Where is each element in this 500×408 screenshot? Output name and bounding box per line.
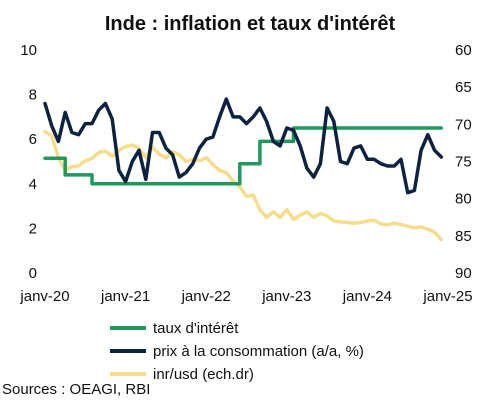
series-line-rate — [43, 126, 444, 186]
y-right-tick-label: 70 — [455, 116, 472, 133]
x-tick-label: janv-24 — [342, 288, 392, 305]
y-left-tick-label: 6 — [29, 131, 37, 148]
legend-label-rate: taux d'intérêt — [153, 320, 239, 337]
source-note: Sources : OEAGI, RBI — [2, 381, 151, 398]
y-left-tick-label: 4 — [29, 176, 37, 193]
x-tick-label: janv-25 — [422, 288, 472, 305]
y-left-tick-label: 2 — [29, 220, 37, 237]
x-tick-label: janv-23 — [261, 288, 311, 305]
y-left-tick-label: 0 — [29, 265, 37, 282]
legend-label-cpi: prix à la consommation (a/a, %) — [153, 343, 364, 360]
y-right-tick-label: 85 — [455, 228, 472, 245]
series-line-cpi — [43, 97, 444, 195]
y-right-tick-label: 60 — [455, 42, 472, 59]
y-left-tick-label: 8 — [29, 87, 37, 104]
x-tick-label: janv-21 — [100, 288, 150, 305]
y-right-tick-label: 80 — [455, 191, 472, 208]
y-left-tick-label: 10 — [20, 42, 37, 59]
y-right-tick-label: 75 — [455, 154, 472, 171]
x-tick-label: janv-22 — [181, 288, 231, 305]
chart-title: Inde : inflation et taux d'intérêt — [105, 13, 396, 35]
y-right-tick-label: 65 — [455, 79, 472, 96]
series-line-inrusd — [43, 130, 444, 242]
y-right-tick-label: 90 — [455, 265, 472, 282]
legend-label-inrusd: inr/usd (ech.dr) — [153, 366, 254, 383]
x-tick-label: janv-20 — [19, 288, 69, 305]
